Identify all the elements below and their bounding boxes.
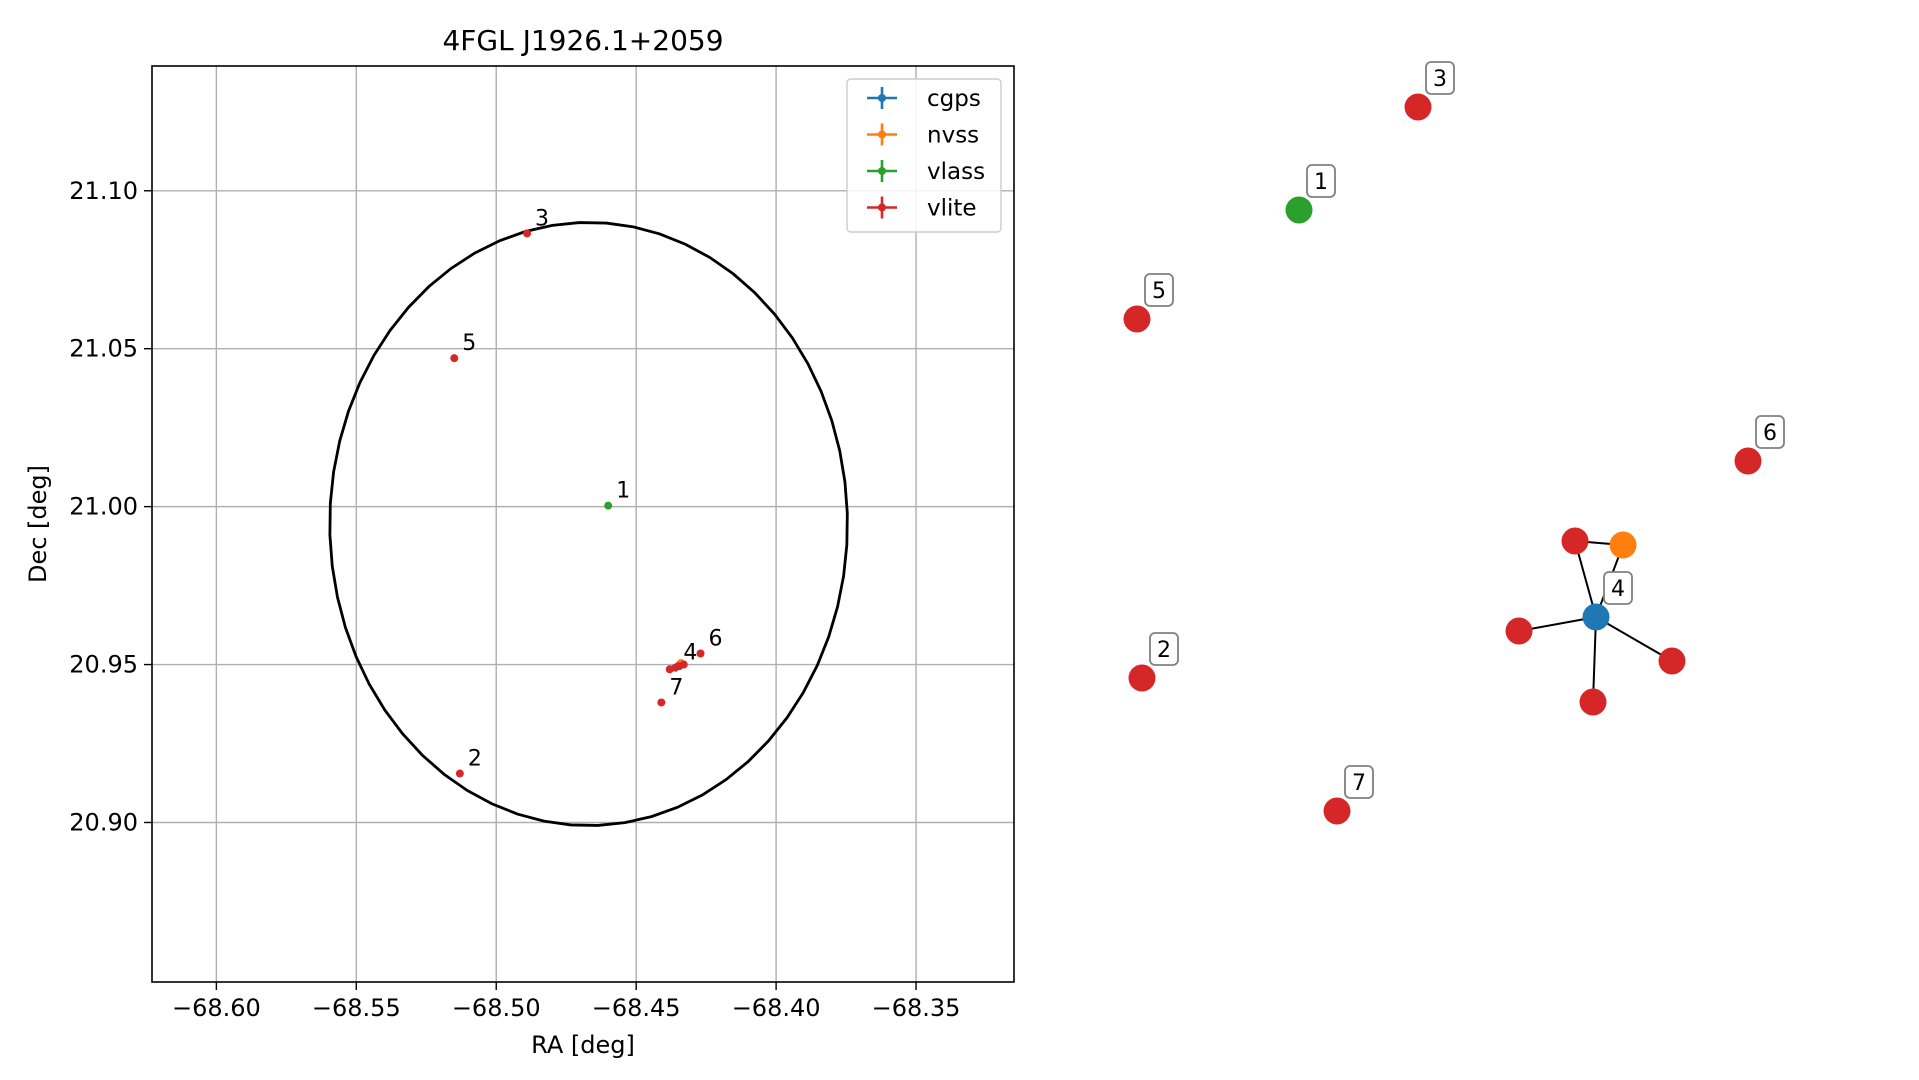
network-node bbox=[1505, 617, 1533, 645]
vlite-point bbox=[450, 354, 459, 363]
network-labels: 1 3 5 6 2 7 4 bbox=[1144, 61, 1785, 799]
network-node bbox=[1404, 93, 1432, 121]
y-axis-ticks: 20.90 20.95 21.00 21.05 21.10 bbox=[69, 177, 152, 836]
y-tick-label: 21.00 bbox=[69, 493, 138, 521]
plot-frame bbox=[151, 65, 1015, 983]
legend: cgps nvss vlass vlite bbox=[846, 78, 1002, 233]
chart-title: 4FGL J1926.1+2059 bbox=[442, 24, 723, 57]
network-node bbox=[1123, 305, 1151, 333]
point-label: 6 bbox=[709, 627, 723, 652]
error-ellipse bbox=[328, 221, 849, 827]
x-tick-label: −68.35 bbox=[872, 994, 961, 1022]
legend-box bbox=[846, 78, 1002, 233]
x-tick-label: −68.60 bbox=[172, 994, 261, 1022]
x-tick-label: −68.55 bbox=[312, 994, 401, 1022]
network-node-label: 6 bbox=[1763, 421, 1777, 446]
vlite-point bbox=[696, 649, 705, 658]
network-label-box bbox=[1144, 273, 1174, 307]
vlass-point bbox=[604, 501, 613, 510]
network-node bbox=[1582, 603, 1610, 631]
network-label-box bbox=[1149, 632, 1179, 666]
vlite-point bbox=[665, 665, 674, 674]
x-axis-ticks: −68.60 −68.55 −68.50 −68.45 −68.40 −68.35 bbox=[172, 982, 961, 1022]
data-points bbox=[450, 229, 705, 778]
network-node-label: 2 bbox=[1157, 638, 1171, 663]
x-axis-label: RA [deg] bbox=[531, 1031, 635, 1059]
x-tick-label: −68.50 bbox=[452, 994, 541, 1022]
network-node bbox=[1609, 531, 1637, 559]
network-node bbox=[1561, 527, 1589, 555]
point-label: 2 bbox=[468, 747, 482, 772]
network-node-label: 4 bbox=[1611, 577, 1625, 602]
point-label: 3 bbox=[535, 206, 549, 231]
y-axis-label: Dec [deg] bbox=[24, 465, 52, 583]
x-tick-label: −68.40 bbox=[732, 994, 821, 1022]
vlite-point bbox=[523, 229, 532, 238]
legend-marker-dot bbox=[878, 167, 886, 175]
network-label-box bbox=[1306, 164, 1336, 198]
network-node-label: 5 bbox=[1152, 279, 1166, 304]
network-edge bbox=[1592, 616, 1597, 703]
network-nodes bbox=[1123, 93, 1762, 825]
y-tick-label: 21.05 bbox=[69, 335, 138, 363]
vlite-point bbox=[657, 698, 666, 707]
network-label-box bbox=[1425, 61, 1455, 95]
vlite-point bbox=[679, 660, 688, 669]
network-node bbox=[1658, 647, 1686, 675]
legend-label: vlass bbox=[927, 159, 985, 185]
legend-marker-dot bbox=[878, 203, 886, 212]
network-node bbox=[1285, 196, 1313, 224]
y-tick-label: 20.95 bbox=[69, 651, 138, 679]
vlite-point bbox=[455, 769, 464, 778]
y-tick-label: 20.90 bbox=[69, 808, 138, 836]
point-label: 7 bbox=[669, 675, 683, 700]
network-edge bbox=[1595, 616, 1673, 662]
network-node bbox=[1323, 797, 1351, 825]
network-diagram: 1 3 5 6 2 7 4 bbox=[1123, 61, 1785, 825]
network-label-box bbox=[1603, 571, 1633, 605]
network-node-label: 3 bbox=[1433, 67, 1447, 92]
point-label: 1 bbox=[616, 479, 630, 504]
network-node bbox=[1734, 447, 1762, 475]
y-tick-label: 21.10 bbox=[69, 177, 138, 205]
x-tick-label: −68.45 bbox=[592, 994, 681, 1022]
legend-marker-dot bbox=[878, 130, 886, 139]
network-node-label: 7 bbox=[1352, 771, 1366, 796]
network-node bbox=[1128, 664, 1156, 692]
network-node bbox=[1579, 688, 1607, 716]
network-label-box bbox=[1344, 765, 1374, 799]
legend-marker-dot bbox=[878, 94, 886, 102]
legend-label: cgps bbox=[927, 86, 981, 112]
point-labels: 1 2 3 4 5 6 7 bbox=[462, 206, 722, 771]
network-node-label: 1 bbox=[1314, 170, 1328, 195]
legend-label: nvss bbox=[927, 123, 979, 149]
network-label-box bbox=[1755, 415, 1785, 449]
legend-label: vlite bbox=[927, 196, 977, 222]
point-label: 5 bbox=[462, 331, 476, 356]
point-label: 4 bbox=[683, 641, 697, 666]
legend-entries: cgps nvss vlass vlite bbox=[867, 86, 985, 222]
